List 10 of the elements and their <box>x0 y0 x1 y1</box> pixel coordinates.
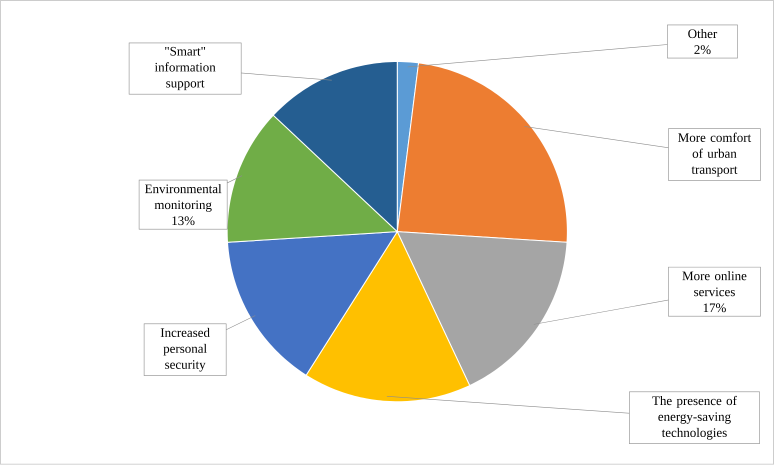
slice-label: More comfort of urban transport <box>678 132 752 177</box>
slice-label: Environmental monitoring <box>144 184 222 212</box>
slice-label: The presence of energy-saving technologies <box>652 396 737 440</box>
data-label: 13% <box>172 216 195 226</box>
slice-label: Increased personal security <box>160 328 210 372</box>
slice-label: Other <box>688 29 718 38</box>
slice-label: More online services <box>682 271 746 296</box>
data-label: 17% <box>704 304 726 312</box>
data-label: 2% <box>694 45 711 54</box>
slice-label: "Smart" information support <box>154 47 216 90</box>
